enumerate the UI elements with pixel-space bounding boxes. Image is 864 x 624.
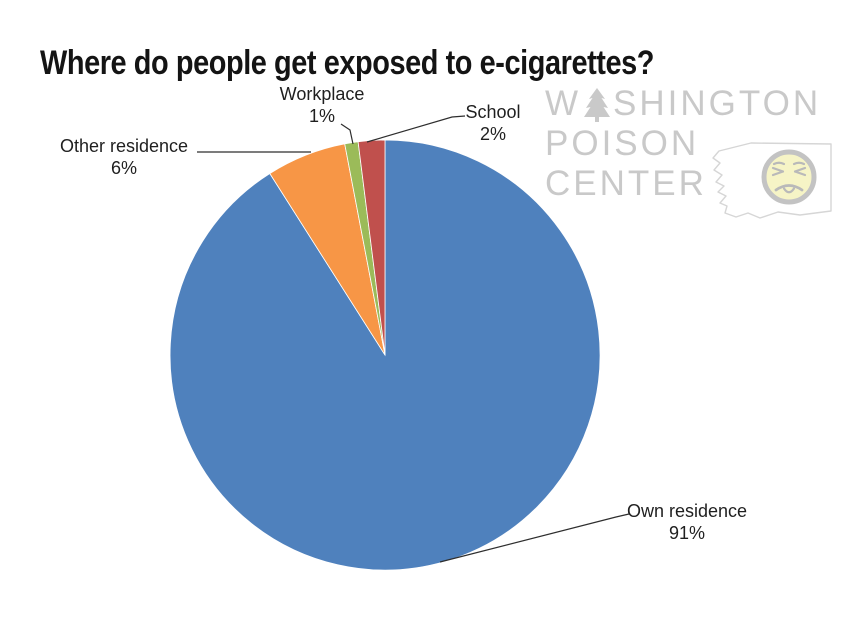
callout-value: 91% (668, 523, 706, 543)
logo-text-shington: SHINGTON (613, 84, 822, 123)
callout-category: Workplace (279, 84, 365, 104)
pine-tree-icon (584, 88, 611, 122)
callout-category: Other residence (59, 136, 189, 156)
callout-value: 6% (110, 158, 138, 178)
logo-line-washington: W SHINGTON (545, 84, 821, 124)
callout-category: Own residence (626, 501, 748, 521)
callout-value: 1% (308, 106, 336, 126)
callout-category: School (465, 102, 521, 122)
mr-yuk-face-icon (761, 149, 817, 205)
pie-callout-label-other-residence: Other residence 6% (60, 135, 188, 179)
leader-line-own-residence (439, 513, 630, 563)
logo-text-w: W (545, 84, 582, 123)
pie-callout-label-own-residence: Own residence 91% (627, 500, 747, 544)
washington-state-outline-icon (712, 142, 832, 219)
leader-line-school (366, 115, 466, 143)
logo-line-center: CENTER (545, 164, 707, 203)
callout-value: 2% (479, 124, 507, 144)
leader-line-workplace (340, 123, 354, 145)
washington-state-badge (712, 142, 832, 219)
logo-line-poison: POISON (545, 124, 700, 163)
chart-title: Where do people get exposed to e-cigaret… (40, 44, 655, 82)
pie-callout-label-school: School 2% (465, 101, 520, 145)
logo-washington-poison-center: W SHINGTON POISON CENTER (545, 84, 821, 204)
pie-callout-label-workplace: Workplace 1% (280, 83, 365, 127)
